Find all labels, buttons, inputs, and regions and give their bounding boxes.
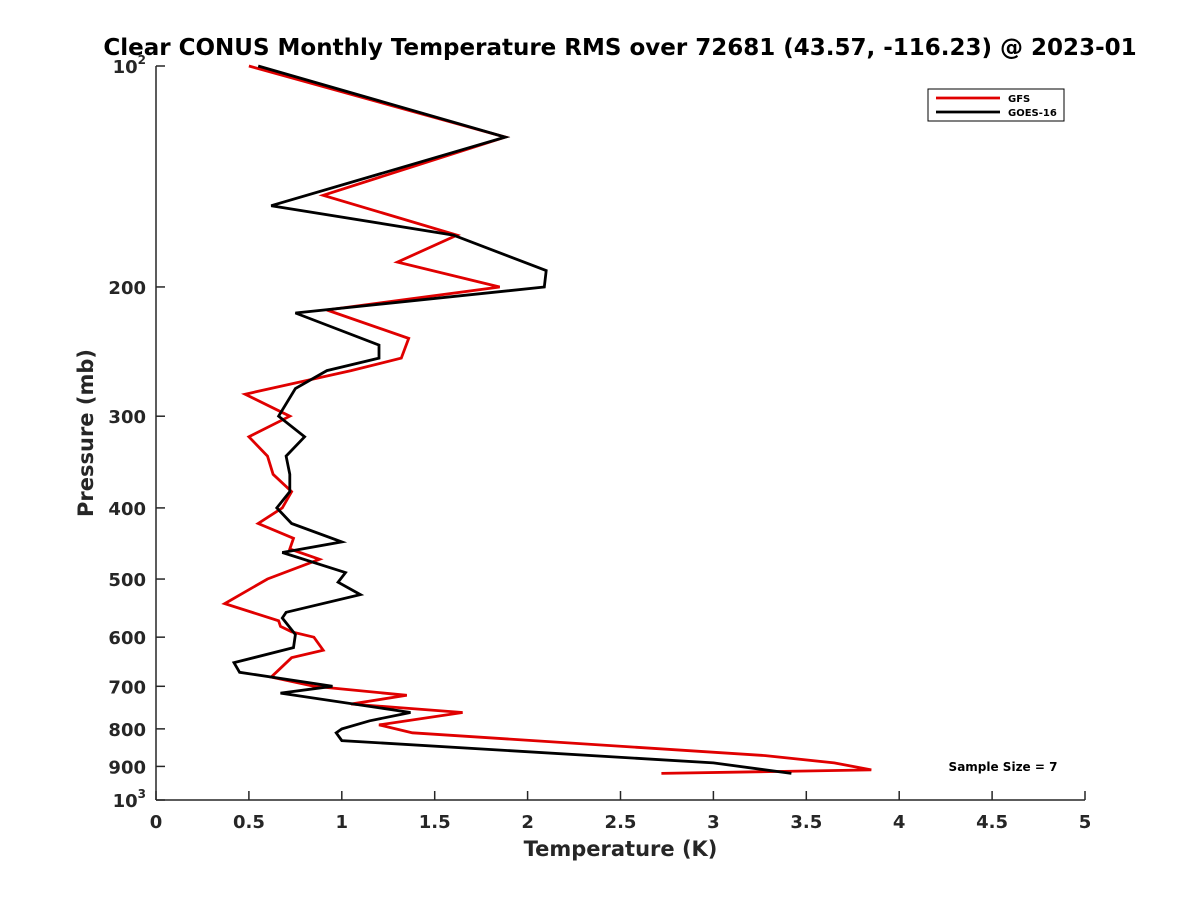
x-tick-label: 1 (336, 812, 349, 833)
x-tick-label: 3 (707, 812, 720, 833)
legend: GFS GOES-16 (927, 88, 1065, 122)
x-axis-label: Temperature (K) (524, 837, 718, 861)
y-tick-label: 200 (108, 278, 146, 299)
x-tick-label: 4 (893, 812, 906, 833)
x-tick-label: 2 (521, 812, 534, 833)
y-tick-label: 500 (108, 570, 146, 591)
sample-size-annotation: Sample Size = 7 (949, 760, 1058, 774)
plot-background (156, 66, 1085, 800)
x-tick-label: 1.5 (419, 812, 451, 833)
series-line-gfs (221, 64, 872, 775)
y-tick-label: 800 (108, 720, 146, 741)
x-axis-ticks: 0 0.5 1 1.5 2 2.5 3 3.5 4 4.5 5 (150, 791, 1092, 833)
x-tick-label: 0 (150, 812, 163, 833)
legend-entries: GFS GOES-16 (936, 94, 1057, 119)
y-axis-label: Pressure (mb) (74, 349, 98, 517)
y-tick-label: 600 (108, 628, 146, 649)
y-tick-label: 300 (108, 407, 146, 428)
legend-label: GOES-16 (1008, 108, 1057, 119)
plot-area: 0 0.5 1 1.5 2 2.5 3 3.5 4 4.5 5 102 200 300 400 500 600… (108, 53, 1091, 833)
legend-label: GFS (1008, 94, 1030, 105)
y-tick-label: 400 (108, 499, 146, 520)
x-tick-label: 3.5 (790, 812, 822, 833)
x-tick-label: 2.5 (605, 812, 637, 833)
series-layer (221, 64, 872, 775)
series-line-goes-16 (231, 64, 792, 775)
x-tick-label: 5 (1079, 812, 1092, 833)
legend-box (927, 88, 1065, 122)
y-axis-ticks: 102 200 300 400 500 600 700 800 900 103 (108, 53, 165, 812)
y-tick-label: 102 (113, 53, 146, 78)
x-tick-label: 4.5 (976, 812, 1008, 833)
x-tick-label: 0.5 (233, 812, 265, 833)
y-tick-label: 700 (108, 677, 146, 698)
y-tick-label: 103 (113, 787, 146, 812)
y-tick-label: 900 (108, 757, 146, 778)
chart-title: Clear CONUS Monthly Temperature RMS over… (103, 35, 1136, 61)
